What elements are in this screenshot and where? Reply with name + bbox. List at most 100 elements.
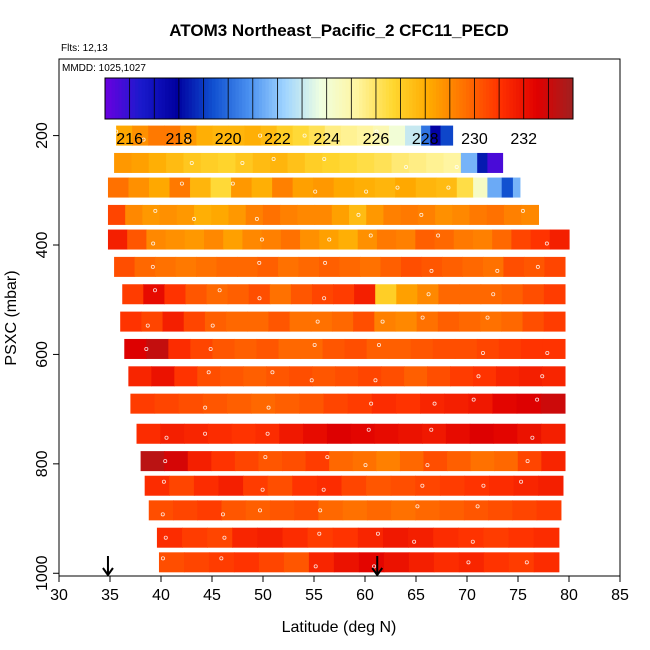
x-tick-label: 40: [152, 587, 170, 604]
colorbar-segment: [335, 78, 340, 119]
colorbar-segment: [429, 78, 434, 119]
sample-marker: [192, 216, 197, 221]
heat-cell: [211, 204, 230, 225]
heat-cell: [339, 152, 358, 173]
heat-cell: [489, 475, 515, 496]
sample-marker: [420, 483, 425, 488]
x-tick-label: 70: [458, 587, 476, 604]
heat-cell: [116, 125, 133, 146]
sample-marker: [525, 459, 530, 464]
heat-cell: [257, 527, 284, 548]
colorbar-segment: [502, 78, 507, 119]
sample-marker: [436, 233, 441, 238]
sample-marker: [150, 264, 155, 269]
colorbar-segment: [522, 78, 527, 119]
heat-cell: [399, 451, 425, 472]
heat-cell: [220, 366, 244, 387]
heat-cell: [353, 311, 375, 332]
sample-marker: [151, 241, 156, 246]
heat-cell: [282, 527, 309, 548]
heat-cell: [458, 552, 485, 573]
colorbar-segment: [415, 78, 420, 119]
heat-cell: [487, 177, 503, 198]
heat-cell: [415, 475, 441, 496]
sample-marker: [420, 315, 425, 320]
colorbar-segment: [395, 78, 400, 119]
colorbar-segment: [556, 78, 561, 119]
heat-cell: [342, 500, 368, 521]
sample-marker: [432, 401, 437, 406]
heat-cell: [437, 311, 460, 332]
colorbar-segment: [476, 78, 480, 119]
heat-cell: [538, 475, 564, 496]
sample-marker: [141, 137, 146, 142]
colorbar-segment: [308, 78, 313, 119]
heat-cell: [395, 311, 418, 332]
heat-cell: [396, 284, 418, 305]
heat-cell: [459, 311, 481, 332]
heat-cell: [372, 125, 390, 146]
heat-cell: [447, 451, 472, 472]
heat-cell: [221, 500, 247, 521]
heat-cell: [146, 229, 167, 250]
latitude-arrows: [102, 556, 384, 577]
heat-cell: [310, 311, 333, 332]
heat-cell: [148, 500, 174, 521]
heat-cell: [359, 256, 382, 277]
heat-cell: [280, 204, 298, 225]
y-tick-label: 1000: [34, 555, 51, 591]
colorbar-segment: [405, 78, 410, 119]
heat-cell: [276, 125, 294, 146]
colorbar-segment: [272, 78, 276, 119]
x-axis: 30 35 40 45 50 55 60 65 70 75 80 85: [50, 576, 629, 604]
heat-cell: [540, 393, 566, 414]
heat-cell: [513, 475, 539, 496]
arrow-head: [102, 567, 114, 577]
heat-cell: [543, 311, 566, 332]
colorbar-segment: [559, 78, 564, 119]
colorbar-tick-label: 226: [363, 131, 390, 148]
sample-marker: [530, 435, 535, 440]
sample-marker: [203, 405, 208, 410]
heat-cell: [233, 552, 260, 573]
sample-marker: [524, 560, 529, 565]
colorbar-segment: [372, 78, 377, 119]
colorbar-segment: [566, 78, 571, 119]
heat-cell: [356, 125, 374, 146]
heat-cell: [404, 366, 428, 387]
colorbar-segment: [222, 78, 226, 119]
x-tick-label: 80: [560, 587, 578, 604]
heat-cell: [374, 311, 397, 332]
heat-cell: [452, 204, 471, 225]
colorbar-segment: [496, 78, 500, 119]
sample-marker: [454, 164, 459, 169]
heat-cell: [258, 552, 285, 573]
heat-cell: [156, 527, 183, 548]
sample-marker: [309, 378, 314, 383]
heat-cell: [278, 256, 300, 277]
heat-cell: [433, 527, 459, 548]
heat-cell: [512, 177, 521, 198]
colorbar-segment: [285, 78, 290, 119]
colorbar-segment: [128, 78, 133, 119]
colorbar-segment: [111, 78, 116, 119]
heat-cell: [257, 256, 279, 277]
heat-cell: [232, 527, 258, 548]
colorbar-segment: [552, 78, 557, 119]
colorbar-segment: [506, 78, 510, 119]
heat-cell: [180, 125, 197, 146]
heat-cell: [421, 256, 443, 277]
heat-cell: [164, 284, 187, 305]
heat-cell: [269, 284, 292, 305]
colorbar-segment: [171, 78, 176, 119]
heat-cell: [415, 177, 437, 198]
sample-marker: [222, 535, 227, 540]
colorbar-segment: [161, 78, 166, 119]
sample-marker: [302, 133, 307, 138]
colorbar-segment: [385, 78, 390, 119]
heat-cell: [536, 500, 562, 521]
heat-cell: [184, 229, 205, 250]
sample-marker: [145, 323, 150, 328]
heat-cell: [460, 152, 478, 173]
